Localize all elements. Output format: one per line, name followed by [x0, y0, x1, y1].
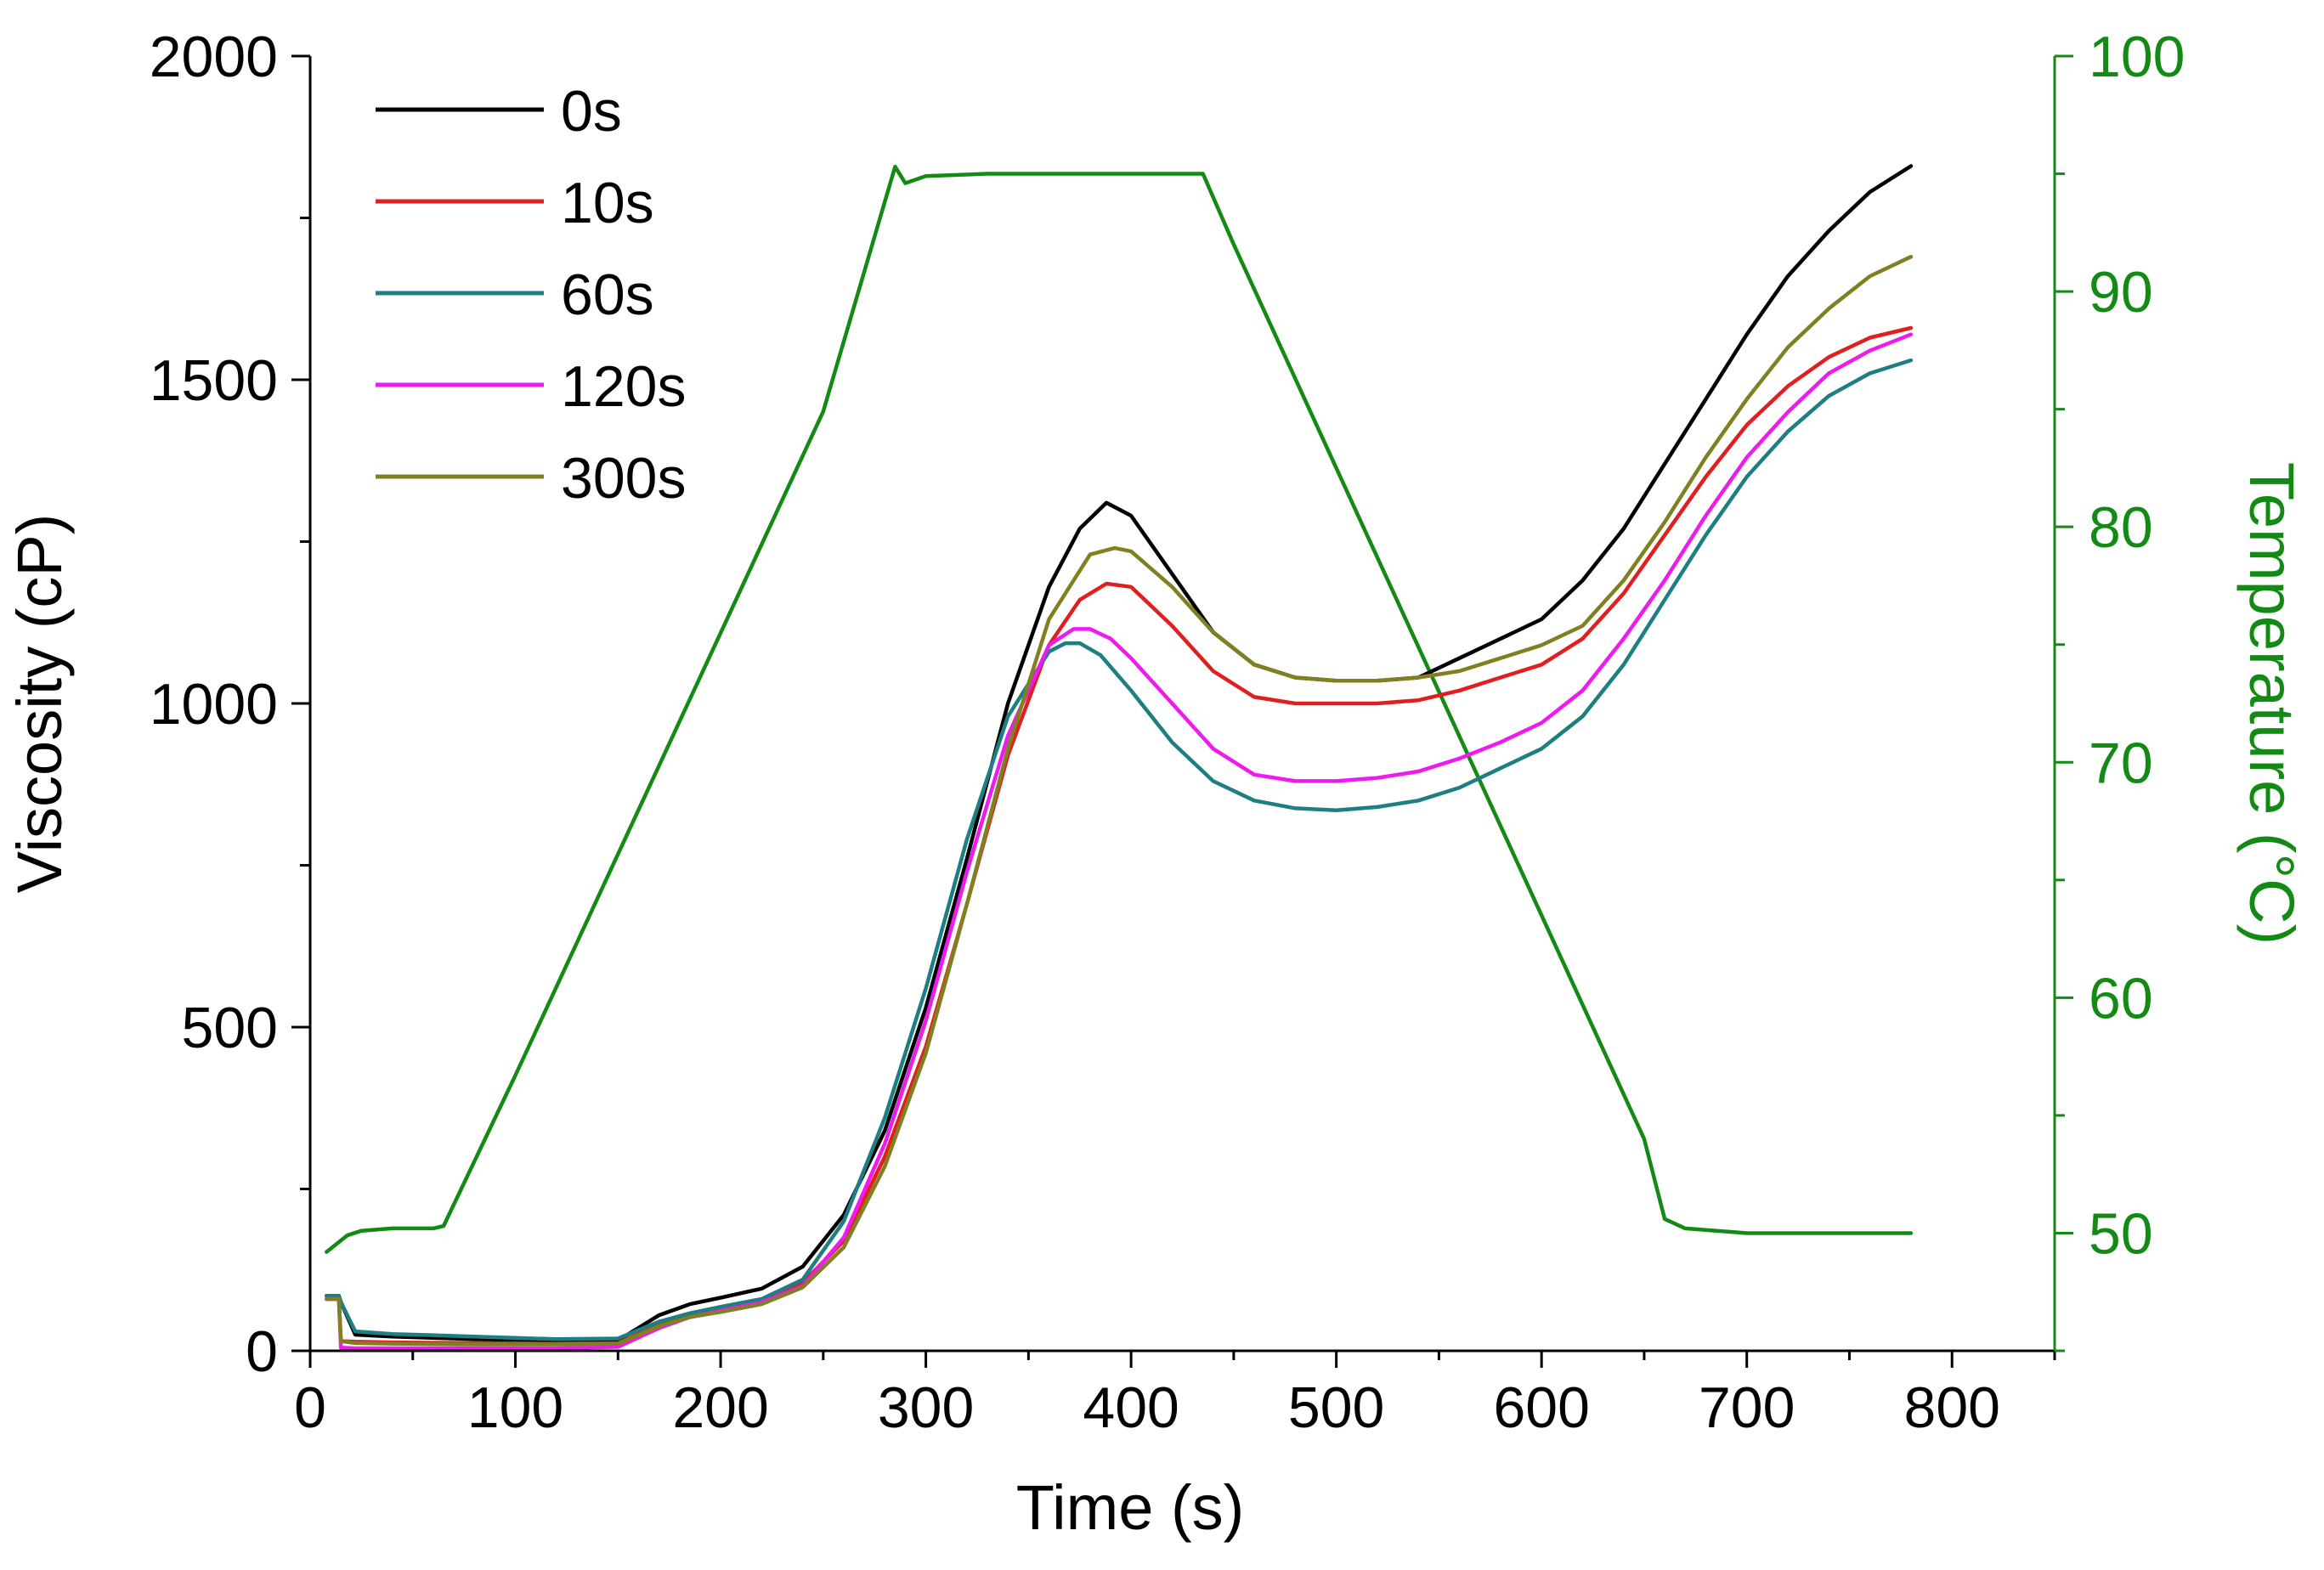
series-line-60s: [325, 358, 1914, 1341]
y-left-axis-title: Viscosity (cP): [4, 514, 75, 894]
x-tick-label: 0: [294, 1375, 326, 1440]
y-right-tick-label: 60: [2089, 966, 2153, 1031]
legend-label: 10s: [561, 171, 654, 235]
y-right-tick-label: 50: [2089, 1201, 2153, 1266]
legend: 0s 10s 60s 120s 300s: [376, 79, 686, 511]
y-right-tick-label: 100: [2089, 25, 2185, 89]
legend-label: 60s: [561, 263, 654, 327]
x-tick-label: 700: [1699, 1375, 1795, 1440]
x-tick-label: 500: [1288, 1375, 1384, 1440]
legend-label: 120s: [561, 354, 686, 419]
y-right-tick-label: 70: [2089, 731, 2153, 795]
y-left-axis-ticks: 0 500 1000 1500 2000: [150, 25, 310, 1384]
series-line-temperature: [325, 164, 1914, 1254]
legend-label: 300s: [561, 446, 686, 511]
y-right-axis-title: Temperature (°C): [2236, 462, 2307, 945]
x-tick-label: 400: [1083, 1375, 1179, 1440]
y-left-tick-label: 1000: [150, 672, 278, 737]
series-line-0s: [325, 164, 1914, 1343]
series-layer: [325, 164, 1914, 1351]
x-axis-ticks: 0 100 200 300 400 500 600 700 800: [294, 1351, 2056, 1440]
series-line-300s: [325, 254, 1914, 1347]
x-tick-label: 200: [672, 1375, 768, 1440]
y-left-tick-label: 1500: [150, 348, 278, 413]
y-right-tick-label: 80: [2089, 495, 2153, 560]
legend-label: 0s: [561, 79, 622, 144]
x-tick-label: 600: [1493, 1375, 1589, 1440]
x-tick-label: 800: [1904, 1375, 2000, 1440]
y-right-axis-ticks: 50 60 70 80 90 100: [2055, 25, 2185, 1353]
y-left-tick-label: 0: [246, 1319, 278, 1384]
x-tick-label: 100: [467, 1375, 563, 1440]
y-left-tick-label: 500: [182, 996, 278, 1060]
x-axis-title: Time (s): [1016, 1472, 1245, 1543]
y-right-tick-label: 90: [2089, 260, 2153, 325]
x-tick-label: 300: [878, 1375, 974, 1440]
y-left-tick-label: 2000: [150, 25, 278, 89]
series-line-120s: [325, 332, 1914, 1351]
